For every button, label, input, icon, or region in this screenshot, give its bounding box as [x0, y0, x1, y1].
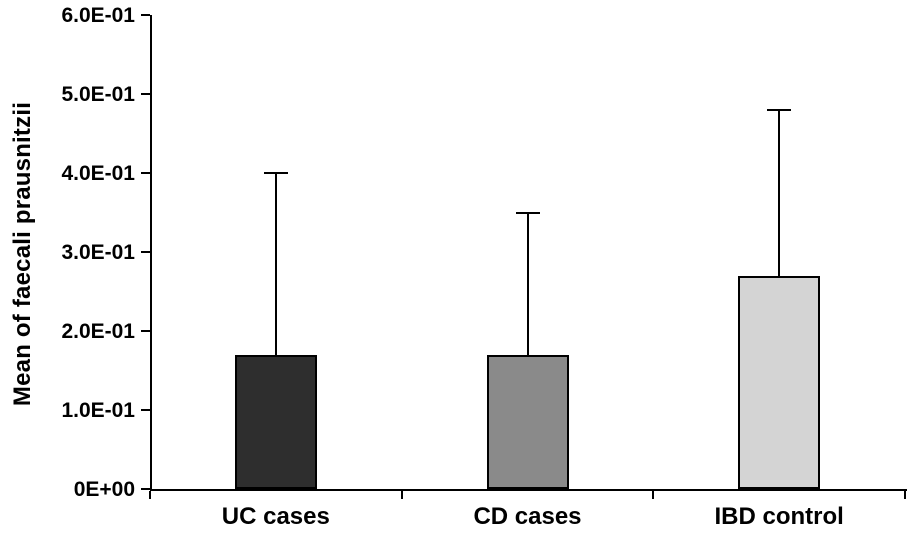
x-axis-tick — [652, 491, 655, 499]
y-axis-tick-label: 3.0E-01 — [61, 241, 135, 264]
y-axis-tick-label: 1.0E-01 — [61, 399, 135, 422]
y-axis-tick-label: 4.0E-01 — [61, 162, 135, 185]
y-axis-tick — [141, 488, 150, 490]
x-axis-category-label-cd-cases: CD cases — [473, 503, 582, 530]
x-axis-category-label-ibd-control: IBD control — [714, 503, 844, 530]
bar-cd-cases — [486, 354, 569, 489]
y-axis-tick-label: 5.0E-01 — [61, 83, 135, 106]
plot-area — [150, 15, 907, 491]
error-bar-cap-cd-cases — [515, 211, 540, 214]
error-bar-cap-uc-cases — [263, 172, 288, 174]
y-axis-tick — [141, 172, 150, 174]
x-axis-tick — [400, 491, 403, 499]
error-bar-cap-ibd-control — [767, 108, 792, 111]
y-axis-tick — [141, 251, 150, 253]
y-axis-tick — [141, 14, 150, 16]
y-axis-tick-label: 0E+00 — [73, 478, 135, 501]
y-axis-tick-label: 6.0E-01 — [61, 4, 135, 27]
error-bar-ibd-control — [778, 109, 781, 276]
y-axis-tick — [141, 409, 150, 411]
bar-ibd-control — [738, 275, 821, 489]
x-axis-tick — [904, 491, 906, 499]
bar-uc-cases — [234, 354, 317, 489]
x-axis-category-label-uc-cases: UC cases — [221, 503, 330, 530]
y-axis-tick — [141, 330, 150, 332]
x-axis-tick — [149, 491, 151, 499]
y-axis-tick-label: 2.0E-01 — [61, 320, 135, 343]
error-bar-uc-cases — [274, 173, 277, 355]
error-bar-cd-cases — [526, 212, 529, 355]
y-axis-tick — [141, 93, 150, 95]
